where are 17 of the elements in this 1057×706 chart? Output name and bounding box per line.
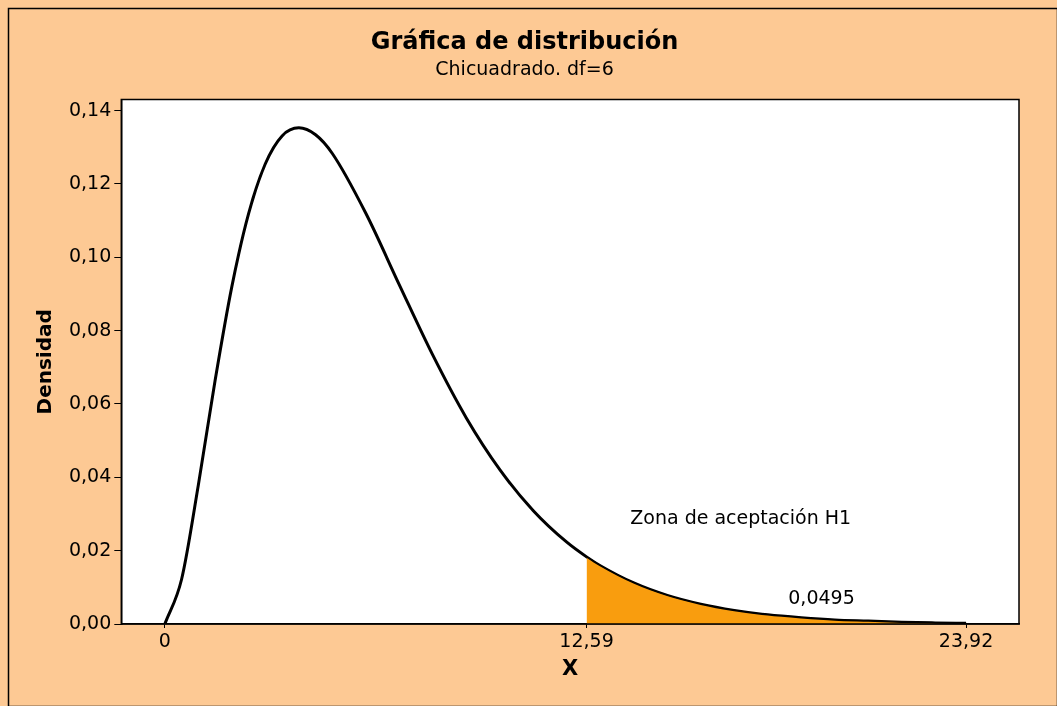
- annotation: Zona de aceptación H1: [630, 506, 852, 529]
- x-tick-label: 0: [158, 629, 171, 652]
- annotation: 0,0495: [788, 585, 855, 608]
- x-tick-label: 23,92: [938, 629, 994, 652]
- chart-title: Gráfica de distribución: [370, 26, 679, 55]
- y-tick-label: 0,00: [68, 610, 112, 633]
- y-axis-title: Densidad: [32, 309, 57, 415]
- chart-subtitle: Chicuadrado. df=6: [435, 57, 614, 80]
- y-tick-label: 0,14: [68, 97, 112, 120]
- y-tick-label: 0,08: [68, 317, 112, 340]
- y-tick-label: 0,06: [68, 390, 112, 413]
- y-tick-label: 0,02: [68, 537, 112, 560]
- x-tick-label: 12,59: [559, 629, 614, 652]
- y-tick-label: 0,04: [68, 464, 112, 487]
- y-tick-label: 0,10: [68, 244, 112, 267]
- x-axis-title: X: [562, 655, 579, 680]
- y-tick-label: 0,12: [68, 170, 112, 193]
